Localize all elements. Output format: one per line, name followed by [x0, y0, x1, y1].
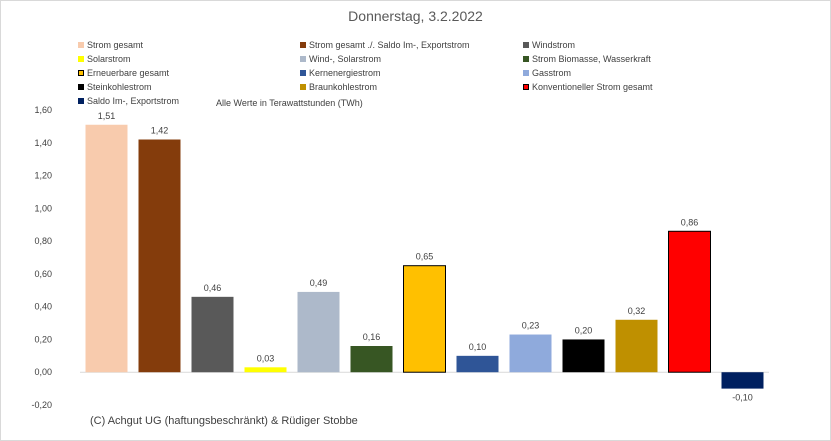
- y-tick-label: -0,20: [31, 400, 52, 410]
- bar-12: [668, 230, 711, 373]
- legend-label: Saldo Im-, Exportstrom: [87, 96, 180, 106]
- legend-swatch: [523, 70, 529, 76]
- bar-8: [456, 355, 499, 373]
- data-label: 0,86: [681, 217, 699, 227]
- y-tick-label: 0,40: [34, 302, 52, 312]
- legend-label: Wind-, Solarstrom: [309, 54, 382, 64]
- legend-swatch: [78, 42, 84, 48]
- legend-swatch: [300, 56, 306, 62]
- legend-item-saldo-im-export: Saldo Im-, Exportstrom: [78, 96, 179, 107]
- data-label: 0,20: [575, 325, 593, 335]
- bar-10: [562, 339, 605, 373]
- legend-item-steinkohlestrom: Steinkohlestrom: [78, 82, 152, 93]
- bar-7: [403, 265, 446, 373]
- legend-label: Gasstrom: [532, 68, 572, 78]
- legend-swatch: [78, 84, 84, 90]
- legend-label: Windstrom: [532, 40, 576, 50]
- bar-11: [615, 319, 658, 373]
- legend-label: Konventioneller Strom gesamt: [532, 82, 653, 92]
- legend-label: Steinkohlestrom: [87, 82, 152, 92]
- legend-label: Strom gesamt: [87, 40, 144, 50]
- legend-label: Strom Biomasse, Wasserkraft: [532, 54, 651, 64]
- legend-label: Braunkohlestrom: [309, 82, 378, 92]
- bar-2: [138, 139, 181, 373]
- legend-item-strom-gesamt-saldo: Strom gesamt ./. Saldo Im-, Exportstrom: [300, 40, 470, 51]
- legend-swatch: [300, 70, 306, 76]
- data-label: 1,42: [151, 126, 169, 136]
- data-label: 0,10: [469, 342, 487, 352]
- y-tick-label: 1,20: [34, 171, 52, 181]
- y-tick-label: 0,00: [34, 367, 52, 377]
- legend-swatch: [523, 84, 529, 90]
- legend-swatch: [78, 70, 84, 76]
- y-tick-label: 0,60: [34, 269, 52, 279]
- y-tick-label: 1,00: [34, 203, 52, 213]
- bar-1: [85, 124, 128, 373]
- legend-label: Strom gesamt ./. Saldo Im-, Exportstrom: [309, 40, 470, 50]
- legend-item-solarstrom: Solarstrom: [78, 54, 131, 65]
- bar-5: [297, 291, 340, 373]
- y-tick-label: 1,60: [34, 105, 52, 115]
- y-tick-label: 1,40: [34, 138, 52, 148]
- legend-item-erneuerbare-gesamt: Erneuerbare gesamt: [78, 68, 169, 79]
- bar-4: [244, 367, 287, 373]
- legend-item-konventioneller-strom: Konventioneller Strom gesamt: [523, 82, 653, 93]
- bar-6: [350, 346, 393, 373]
- legend-item-biomasse-wasserkraft: Strom Biomasse, Wasserkraft: [523, 54, 651, 65]
- legend-swatch: [523, 42, 529, 48]
- legend-swatch: [300, 42, 306, 48]
- data-label: 0,16: [363, 332, 381, 342]
- copyright-notice: (C) Achgut UG (haftungsbeschränkt) & Rüd…: [90, 415, 358, 427]
- data-label: -0,10: [732, 393, 753, 403]
- legend-swatch: [78, 98, 84, 104]
- legend-label: Solarstrom: [87, 54, 131, 64]
- legend-label: Erneuerbare gesamt: [87, 68, 170, 78]
- y-tick-label: 0,80: [34, 236, 52, 246]
- data-label: 0,49: [310, 278, 328, 288]
- data-label: 0,23: [522, 321, 540, 331]
- y-tick-label: 0,20: [34, 334, 52, 344]
- legend-item-kernenergiestrom: Kernenergiestrom: [300, 68, 381, 79]
- legend-item-gasstrom: Gasstrom: [523, 68, 571, 79]
- data-label: 0,65: [416, 252, 434, 262]
- data-label: 0,03: [257, 353, 275, 363]
- bar-3: [191, 296, 234, 373]
- legend-swatch: [78, 56, 84, 62]
- legend-swatch: [523, 56, 529, 62]
- legend-item-braunkohlestrom: Braunkohlestrom: [300, 82, 377, 93]
- bar-13: [721, 372, 764, 389]
- legend-item-windstrom: Windstrom: [523, 40, 575, 51]
- legend-swatch: [300, 84, 306, 90]
- data-label: 1,51: [98, 111, 116, 121]
- units-note: Alle Werte in Terawattstunden (TWh): [216, 98, 363, 108]
- legend-label: Kernenergiestrom: [309, 68, 381, 78]
- chart-title: Donnerstag, 3.2.2022: [348, 8, 483, 24]
- legend-item-wind-solarstrom: Wind-, Solarstrom: [300, 54, 381, 65]
- data-label: 0,46: [204, 283, 222, 293]
- data-label: 0,32: [628, 306, 646, 316]
- legend-item-strom-gesamt: Strom gesamt: [78, 40, 143, 51]
- bar-9: [509, 334, 552, 373]
